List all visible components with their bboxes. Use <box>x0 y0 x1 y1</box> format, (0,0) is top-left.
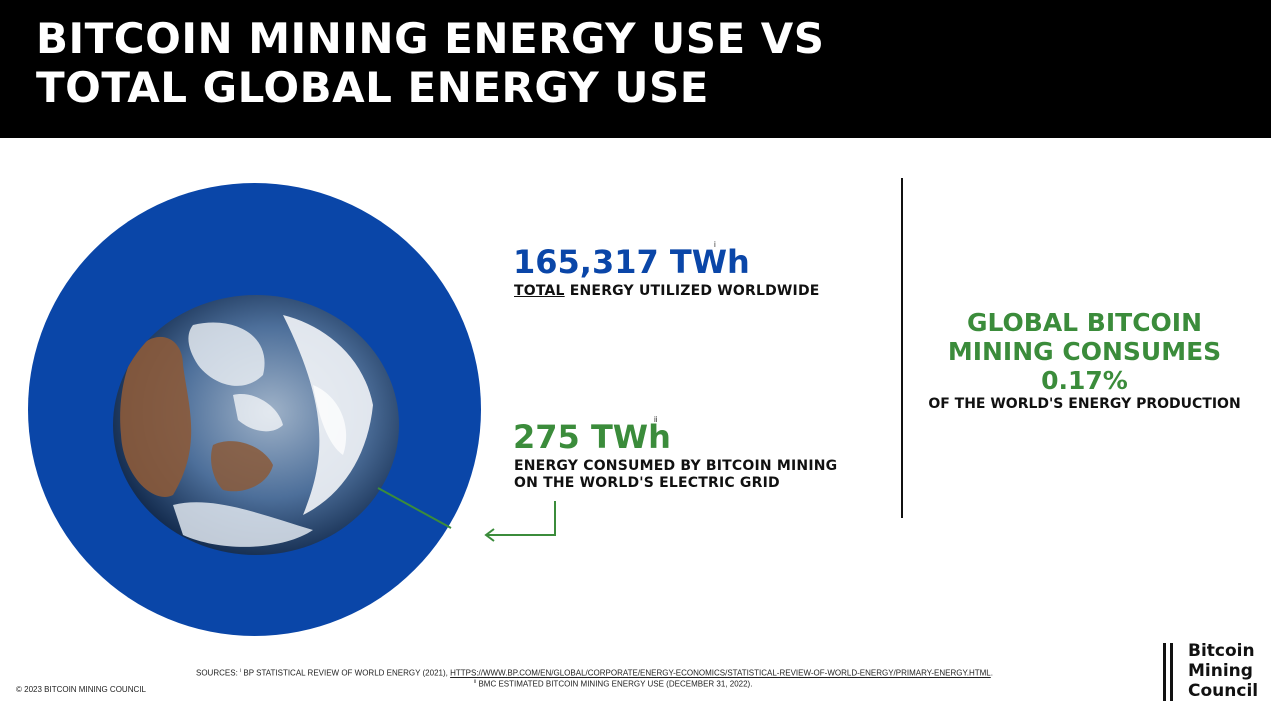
sources-fn-2: ii <box>474 678 477 685</box>
sources-footnote: SOURCES: i BP STATISTICAL REVIEW OF WORL… <box>196 667 993 688</box>
sources-text-2: BMC ESTIMATED BITCOIN MINING ENERGY USE … <box>476 679 753 689</box>
title-line-1: BITCOIN MINING ENERGY USE VS <box>36 14 825 63</box>
bitcoin-label-line-2: ON THE WORLD'S ELECTRIC GRID <box>514 475 780 491</box>
pointer-line <box>377 487 452 529</box>
title-line-2: TOTAL GLOBAL ENERGY USE <box>36 63 709 112</box>
header-bar: BITCOIN MINING ENERGY USE VS TOTAL GLOBA… <box>0 0 1271 138</box>
sources-link[interactable]: HTTPS://WWW.BP.COM/EN/GLOBAL/CORPORATE/E… <box>450 668 991 678</box>
callout-heading: GLOBAL BITCOIN MINING CONSUMES 0.17% <box>912 308 1257 395</box>
vertical-divider <box>901 178 903 518</box>
page-title: BITCOIN MINING ENERGY USE VS TOTAL GLOBA… <box>36 14 825 112</box>
sources-prefix: SOURCES: <box>196 668 238 678</box>
callout-subtext: OF THE WORLD'S ENERGY PRODUCTION <box>928 396 1241 412</box>
globe-graphic <box>28 183 481 636</box>
footnote-marker-ii: ii <box>654 415 658 424</box>
total-energy-value: 165,317 TWh <box>513 243 750 281</box>
bitcoin-energy-label: ENERGY CONSUMED BY BITCOIN MINING ON THE… <box>514 458 874 492</box>
percentage-callout: GLOBAL BITCOIN MINING CONSUMES 0.17% OF … <box>912 308 1257 413</box>
sources-fn-1: i <box>240 668 242 674</box>
sources-text-1-end: . <box>990 668 993 678</box>
total-underlined-word: TOTAL <box>514 283 565 299</box>
earth-image <box>113 295 399 555</box>
total-energy-label: TOTAL ENERGY UTILIZED WORLDWIDE <box>514 283 820 299</box>
logo-wordmark: Bitcoin Mining Council <box>1188 641 1258 701</box>
logo-line-1: Bitcoin <box>1188 641 1255 661</box>
callout-line-2: MINING CONSUMES <box>947 337 1222 366</box>
total-label-rest: ENERGY UTILIZED WORLDWIDE <box>564 283 820 299</box>
sources-text-1: BP STATISTICAL REVIEW OF WORLD ENERGY (2… <box>241 668 451 678</box>
bitcoin-energy-value: 275 TWh <box>513 418 671 456</box>
callout-percentage: 0.17% <box>1041 366 1128 395</box>
bitcoin-mining-council-logo: Bitcoin Mining Council <box>1162 641 1268 703</box>
bitcoin-label-line-1: ENERGY CONSUMED BY BITCOIN MINING <box>514 458 838 474</box>
logo-line-3: Council <box>1188 681 1259 701</box>
sources-line-2: ii BMC ESTIMATED BITCOIN MINING ENERGY U… <box>196 678 993 689</box>
logo-line-2: Mining <box>1188 661 1253 681</box>
copyright-text: © 2023 BITCOIN MINING COUNCIL <box>16 685 146 694</box>
callout-line-1: GLOBAL BITCOIN <box>966 308 1203 337</box>
arrow-left-icon <box>484 501 556 542</box>
footnote-marker-i: i <box>714 240 716 249</box>
logo-bars-icon <box>1162 643 1178 701</box>
